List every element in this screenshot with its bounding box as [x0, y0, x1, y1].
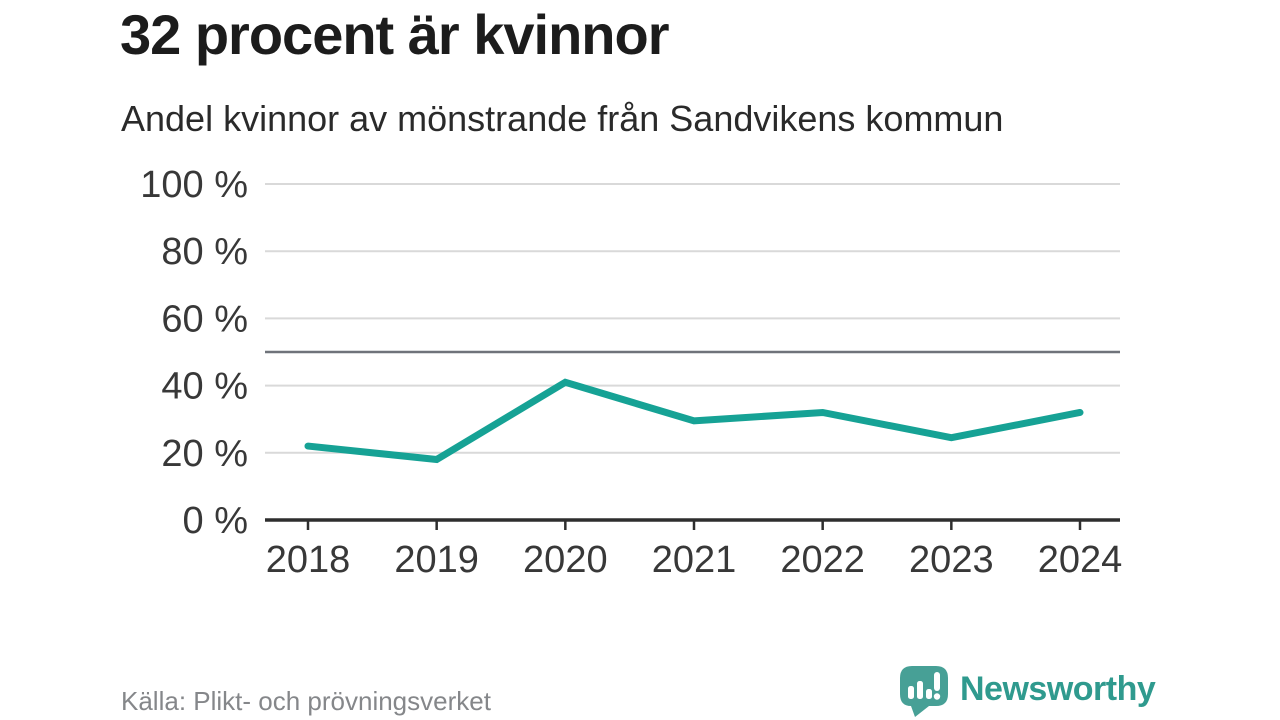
newsworthy-logo-icon: [900, 666, 948, 717]
x-axis-tick-label: 2023: [909, 539, 994, 581]
y-axis-tick-label: 40 %: [161, 366, 248, 408]
y-axis-tick-label: 80 %: [161, 231, 248, 273]
source-attribution: Källa: Plikt- och prövningsverket: [121, 686, 491, 716]
x-axis-tick-label: 2021: [652, 539, 737, 581]
chart-title: 32 procent är kvinnor: [120, 3, 670, 66]
y-axis-tick-label: 20 %: [161, 433, 248, 475]
newsworthy-brand-text: Newsworthy: [960, 670, 1156, 708]
y-axis-tick-label: 60 %: [161, 298, 248, 340]
x-axis-tick-label: 2022: [780, 539, 865, 581]
y-axis-tick-label: 0 %: [183, 500, 248, 542]
x-axis-tick-label: 2020: [523, 539, 608, 581]
line-chart-canvas: 2018 2019 2020 2021 2022 2023 2024 0 % 20 % 40 % 6…: [140, 164, 1123, 581]
chart-subtitle: Andel kvinnor av mönstrande från Sandvik…: [121, 98, 1004, 139]
x-axis-tick-label: 2018: [266, 539, 351, 581]
newsworthy-logo: Newsworthy: [898, 664, 1156, 718]
y-axis-tick-label: 100 %: [140, 164, 248, 206]
data-line: [304, 378, 1084, 464]
x-axis-tick-label: 2019: [394, 539, 479, 581]
x-axis-tick-label: 2024: [1038, 539, 1123, 581]
